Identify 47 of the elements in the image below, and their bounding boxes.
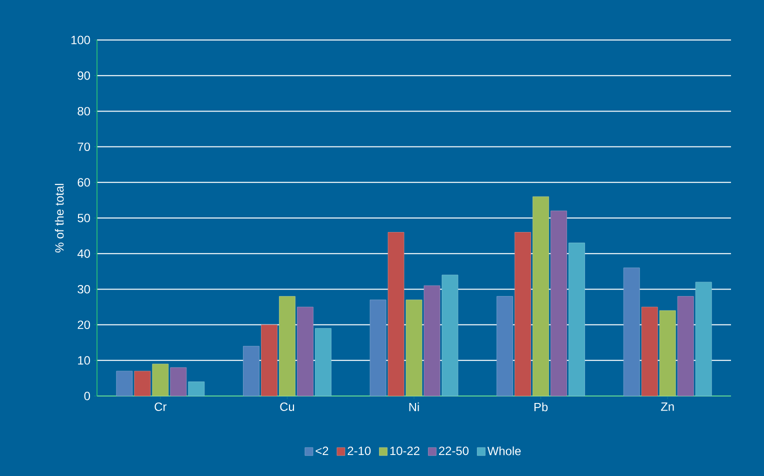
y-tick-label: 10	[78, 356, 90, 365]
bar	[695, 282, 712, 396]
bar	[296, 306, 314, 396]
y-tick-label: 60	[78, 178, 90, 187]
bar	[279, 296, 296, 396]
x-tick-label: Cr	[154, 402, 167, 411]
x-tick-label: Ni	[409, 402, 419, 412]
bar	[152, 364, 169, 396]
bar	[116, 370, 133, 396]
bar	[134, 370, 151, 396]
bar	[532, 196, 550, 396]
bar	[641, 306, 658, 396]
bar	[514, 232, 532, 396]
x-tick-label: Cu	[280, 402, 294, 411]
bar	[550, 210, 567, 396]
y-tick-label: 100	[71, 36, 90, 44]
y-tick-label: 40	[77, 249, 90, 258]
bar	[677, 296, 694, 396]
bar	[496, 296, 514, 396]
x-tick-label: Pb	[534, 402, 548, 412]
bar	[406, 300, 422, 396]
bar	[188, 382, 205, 396]
legend-label: 10-22	[390, 446, 420, 456]
bar	[568, 242, 585, 396]
y-tick-label: 0	[84, 392, 90, 400]
bar	[388, 232, 404, 396]
bar	[424, 285, 440, 396]
legend-label: Whole	[487, 446, 521, 456]
x-tick-label: Zn	[661, 402, 674, 411]
y-tick-label: 80	[78, 106, 90, 116]
y-tick-label: 30	[78, 284, 90, 294]
bar	[261, 324, 278, 396]
y-tick-label: 90	[78, 71, 90, 80]
bar	[623, 268, 640, 396]
y-axis-title: % of the total	[54, 184, 64, 252]
bar	[314, 328, 332, 396]
y-tick-label: 70	[78, 142, 90, 152]
bar	[370, 300, 386, 396]
bar	[659, 310, 676, 396]
bar	[170, 367, 187, 396]
bar	[243, 346, 260, 396]
legend-label: 22-50	[439, 446, 469, 456]
legend-label: <2	[316, 446, 328, 455]
bar	[442, 274, 458, 396]
y-tick-label: 20	[78, 320, 90, 330]
legend-label: 2-10	[348, 446, 371, 456]
y-tick-label: 50	[78, 214, 90, 222]
